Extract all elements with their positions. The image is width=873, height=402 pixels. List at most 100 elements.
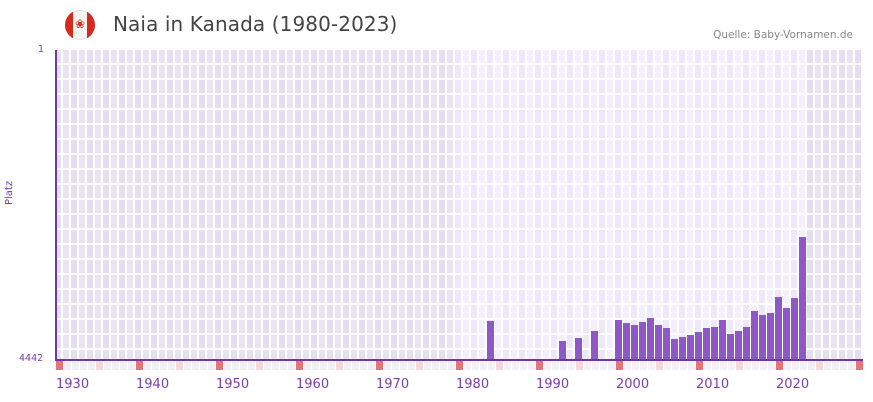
year-column [639,50,647,360]
year-marker [240,361,247,370]
rank-bar[interactable] [631,325,638,360]
year-column [423,50,431,360]
year-marker [88,361,95,370]
year-marker [792,361,799,370]
year-marker [520,361,527,370]
year-marker [184,361,191,370]
rank-bar[interactable] [663,328,670,360]
half-decade-marker [816,361,823,370]
rank-bar[interactable] [695,332,702,360]
year-column [775,50,783,360]
year-marker [824,361,831,370]
year-column [103,50,111,360]
year-column [183,50,191,360]
y-axis-bottom-label: 4442 [19,353,44,364]
rank-bar[interactable] [655,325,662,360]
rank-bar[interactable] [687,335,694,360]
year-marker [800,361,807,370]
year-marker [400,361,407,370]
year-marker [664,361,671,370]
year-marker [64,361,71,370]
year-column [431,50,439,360]
year-marker [784,361,791,370]
rank-bar[interactable] [719,320,726,360]
rank-bar[interactable] [703,328,710,360]
rank-bar[interactable] [671,339,678,360]
year-marker [200,361,207,370]
year-marker [488,361,495,370]
year-marker [720,361,727,370]
year-column [823,50,831,360]
year-marker [672,361,679,370]
year-column [495,50,503,360]
rank-bar[interactable] [799,237,806,360]
rank-bar[interactable] [615,320,622,360]
rank-bar[interactable] [575,338,582,360]
y-axis-top-label: 1 [38,44,45,55]
year-marker [768,361,775,370]
half-decade-marker [416,361,423,370]
x-axis-label: 1990 [536,377,570,392]
year-marker [104,361,111,370]
rank-bar[interactable] [487,321,494,360]
year-column [503,50,511,360]
rank-bar[interactable] [751,311,758,360]
rank-bar[interactable] [743,327,750,360]
rank-bar[interactable] [759,315,766,360]
year-column [71,50,79,360]
year-column [583,50,591,360]
rank-bar[interactable] [783,308,790,360]
rank-bar[interactable] [711,327,718,360]
decade-marker [856,361,863,370]
x-axis-baseline [55,359,863,361]
year-column [527,50,535,360]
year-column [319,50,327,360]
chart-title: Naia in Kanada (1980-2023) [113,12,398,36]
year-marker [712,361,719,370]
year-column [327,50,335,360]
year-column [711,50,719,360]
year-column [599,50,607,360]
year-marker [560,361,567,370]
year-marker [360,361,367,370]
year-marker [144,361,151,370]
year-column [759,50,767,360]
rank-bar[interactable] [559,341,566,360]
year-column [359,50,367,360]
year-marker [608,361,615,370]
year-column [375,50,383,360]
x-axis-label: 1940 [136,377,170,392]
half-decade-marker [256,361,263,370]
year-column [511,50,519,360]
year-marker [592,361,599,370]
year-marker [392,361,399,370]
x-axis-label: 1980 [456,377,490,392]
year-column [247,50,255,360]
year-marker [248,361,255,370]
rank-bar[interactable] [623,323,630,360]
year-column [855,50,863,360]
rank-bar[interactable] [639,322,646,360]
year-marker [544,361,551,370]
rank-bar[interactable] [775,297,782,360]
x-axis-label: 1970 [376,377,410,392]
rank-bar[interactable] [591,331,598,360]
half-decade-marker [96,361,103,370]
year-column [551,50,559,360]
rank-bar[interactable] [679,337,686,360]
year-column [623,50,631,360]
year-marker [424,361,431,370]
year-marker [288,361,295,370]
rank-bar[interactable] [791,298,798,360]
year-marker [464,361,471,370]
rank-bar[interactable] [735,331,742,360]
rank-bar[interactable] [767,313,774,360]
year-column [455,50,463,360]
rank-bar[interactable] [647,318,654,360]
decade-marker [696,361,703,370]
year-marker [232,361,239,370]
year-column [751,50,759,360]
rank-bar[interactable] [727,334,734,360]
half-decade-marker [736,361,743,370]
year-column [119,50,127,360]
